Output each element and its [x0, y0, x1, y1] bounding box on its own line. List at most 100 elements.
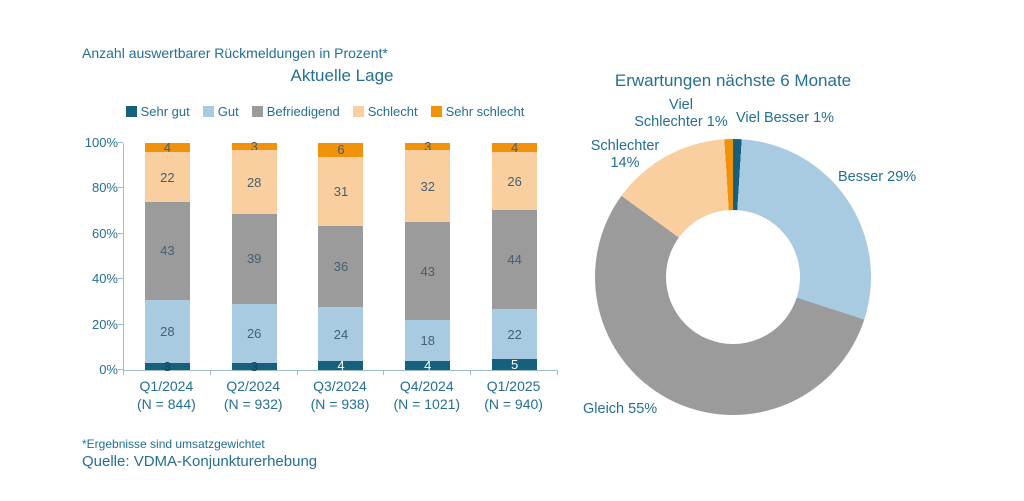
bar-segment-label: 32 — [420, 178, 436, 194]
y-tick-mark — [118, 369, 123, 370]
bar-segment-label: 4 — [424, 357, 432, 373]
bar-segment-label: 43 — [420, 263, 436, 279]
header-note: Anzahl auswertbarer Rückmeldungen in Pro… — [82, 45, 388, 61]
legend-label: Sehr gut — [140, 104, 190, 119]
y-tick-label: 40% — [91, 271, 118, 287]
legend-item: Schlecht — [352, 104, 418, 119]
bar-segment-Schlecht: 28 — [231, 149, 277, 215]
x-tick-mark — [123, 370, 124, 375]
y-tick-label: 0% — [99, 362, 118, 377]
bar-segment-label: 3 — [424, 138, 432, 154]
bar-segment-Gut: 28 — [144, 299, 190, 364]
donut-label-gleich: Gleich 55% — [583, 401, 658, 417]
bar-segment-label: 28 — [160, 323, 175, 339]
x-label-Q1/2024: Q1/2024 (N = 844) — [123, 377, 210, 413]
bar-segment-label: 3 — [250, 138, 258, 154]
y-tick-mark — [118, 323, 123, 325]
x-axis-labels: Q1/2024 (N = 844) Q2/2024 (N = 932) Q3/2024(… — [123, 377, 557, 413]
bar-segment-Sehr schlecht: 6 — [318, 142, 364, 158]
x-tick-mark — [470, 370, 472, 375]
bar-segment-label: 28 — [246, 174, 262, 190]
bar-segment-Befriedigend: 43 — [405, 222, 451, 321]
bar-segment-label: 22 — [160, 169, 175, 185]
x-label-Q3/2024: Q3/2024 (N = 938) — [297, 377, 384, 413]
bar-segment-label: 5 — [510, 356, 519, 372]
legend-swatch-Schlecht — [352, 106, 364, 117]
bar-segment-Befriedigend: 39 — [231, 214, 277, 304]
bar-segment-Gut: 26 — [231, 303, 277, 364]
legend-swatch-Sehr schlecht — [430, 106, 442, 117]
bar-segment-label: 3 — [163, 359, 171, 375]
bar-segment-Gut: 24 — [318, 307, 364, 362]
x-label-n: (N = 932) — [223, 396, 283, 413]
legend-item: Gut — [202, 104, 239, 119]
bar-segment-Sehr gut: 3 — [144, 359, 190, 375]
bar-segment-Sehr gut: 4 — [318, 358, 364, 374]
x-label-n: (N = 940) — [484, 396, 543, 413]
bar-segment-Sehr schlecht: 4 — [492, 141, 538, 154]
y-tick-label: 80% — [91, 180, 118, 196]
donut-chart-title: Erwartungen nächste 6 Monate — [614, 71, 852, 90]
bar-plot-area: 3 28 43 22 4 3 26 39 28 3 4 24 36 31 6 4 18 43 32 3 5 22 44 26 4 — [123, 138, 558, 375]
bar-segment-label: 24 — [333, 326, 349, 342]
y-axis: 0% 20% 40% 60% 80% 100% — [70, 135, 118, 377]
x-label-n: (N = 1021) — [393, 396, 461, 413]
x-label-n: (N = 938) — [310, 396, 370, 413]
x-tick-mark — [383, 370, 385, 375]
donut-label-besser: Besser 29% — [838, 169, 917, 185]
bar-segment-label: 4 — [337, 358, 345, 374]
bar-segment-label: 31 — [333, 183, 349, 199]
y-tick-mark — [118, 142, 123, 143]
legend-label: Befriedigend — [266, 104, 340, 119]
donut-ring — [595, 139, 871, 415]
y-tick-label: 60% — [91, 225, 118, 241]
legend-label: Gut — [217, 104, 239, 119]
bar-segment-label: 4 — [163, 140, 171, 156]
y-tick-mark — [118, 232, 123, 234]
x-label-Q4/2024: Q4/2024 (N = 1021) — [383, 377, 470, 413]
donut-label-viel-besser: Viel Besser 1% — [736, 110, 835, 126]
y-tick-label: 20% — [91, 316, 118, 332]
bar-segment-label: 6 — [337, 142, 345, 158]
y-tick-mark — [118, 187, 123, 189]
bar-segment-Gut: 18 — [405, 320, 451, 361]
bar-Q1/2025: 5 22 44 26 4 — [492, 141, 538, 372]
bar-segment-Schlecht: 32 — [405, 149, 451, 223]
x-tick-mark — [209, 370, 211, 375]
bar-segment-label: 43 — [160, 243, 175, 259]
bar-segment-Befriedigend: 43 — [144, 202, 190, 300]
bar-segment-Schlecht: 26 — [492, 152, 538, 211]
bar-Q3/2024: 4 24 36 31 6 — [318, 142, 364, 374]
legend-swatch-Gut — [202, 106, 214, 117]
bar-segment-label: 44 — [507, 252, 522, 268]
footnote: *Ergebnisse sind umsatzgewichtet — [82, 437, 265, 451]
bar-segment-Sehr gut: 3 — [231, 360, 277, 373]
bar-segment-Sehr gut: 4 — [405, 357, 451, 373]
y-tick-label: 100% — [84, 135, 118, 150]
bar-segment-label: 26 — [246, 325, 262, 341]
bar-segment-Schlecht: 22 — [144, 152, 190, 203]
x-tick-mark — [296, 370, 298, 375]
x-label-Q2/2024: Q2/2024 (N = 932) — [210, 377, 297, 413]
legend-item: Sehr gut — [125, 104, 190, 119]
bar-segment-label: 26 — [507, 173, 522, 189]
bar-segment-Schlecht: 31 — [318, 156, 364, 227]
bar-Q1/2024: 3 28 43 22 4 — [144, 140, 190, 375]
legend-item: Befriedigend — [251, 104, 340, 119]
bar-segment-label: 36 — [333, 259, 349, 275]
x-tick-mark — [557, 370, 558, 375]
legend-item: Sehr schlecht — [430, 104, 525, 119]
legend-label: Schlecht — [367, 104, 418, 119]
bar-segment-Sehr gut: 5 — [492, 356, 538, 372]
donut-label-viel-schlechter: Viel Schlechter 1% — [634, 97, 728, 131]
bar-chart-legend: Sehr gut Gut Befriedigend Schlecht Sehr schl… — [104, 104, 546, 119]
bar-segment-Gut: 22 — [492, 309, 538, 359]
bar-Q4/2024: 4 18 43 32 3 — [405, 138, 451, 373]
bar-segment-Sehr schlecht: 3 — [231, 138, 277, 154]
donut-label-schlechter: Schlechter 14% — [590, 138, 660, 172]
legend-label: Sehr schlecht — [445, 104, 525, 119]
bar-chart-title: Aktuelle Lage — [290, 66, 394, 85]
y-tick-mark — [118, 278, 123, 280]
bar-segment-Befriedigend: 36 — [318, 226, 364, 308]
legend-swatch-Sehr gut — [125, 106, 137, 117]
